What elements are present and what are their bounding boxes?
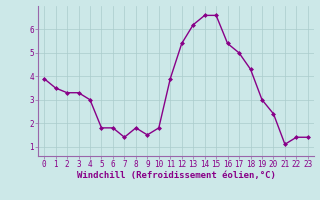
X-axis label: Windchill (Refroidissement éolien,°C): Windchill (Refroidissement éolien,°C) — [76, 171, 276, 180]
